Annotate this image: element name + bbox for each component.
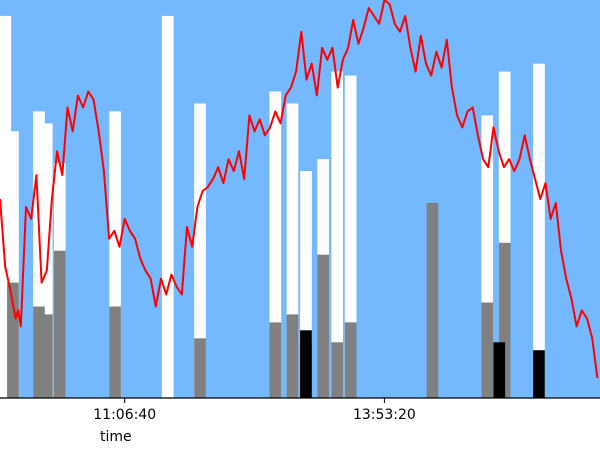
white-bar-12 bbox=[331, 71, 343, 398]
white-bar-13 bbox=[344, 75, 357, 398]
gray-bar-7 bbox=[286, 314, 299, 398]
gray-bar-3 bbox=[53, 250, 66, 398]
white-bar-0 bbox=[0, 15, 12, 399]
gray-bar-0 bbox=[7, 282, 19, 398]
gray-bar-5 bbox=[194, 338, 206, 398]
white-bar-15 bbox=[498, 71, 511, 398]
gray-bar-14 bbox=[498, 242, 511, 398]
white-bar-8 bbox=[269, 91, 282, 398]
line-series bbox=[0, 0, 599, 379]
black-bar-series bbox=[300, 330, 545, 398]
black-bar-2 bbox=[533, 350, 545, 398]
white-bar-5 bbox=[109, 111, 121, 399]
white-bar-10 bbox=[300, 171, 312, 398]
white-bar-6 bbox=[161, 15, 174, 399]
white-bar-16 bbox=[533, 63, 545, 398]
red-line bbox=[0, 0, 599, 379]
gray-bar-10 bbox=[331, 342, 343, 398]
white-bar-9 bbox=[286, 103, 299, 398]
gray-bar-1 bbox=[33, 306, 45, 398]
gray-bar-4 bbox=[109, 306, 121, 398]
white-bar-2 bbox=[33, 111, 45, 399]
gray-bar-series bbox=[7, 203, 511, 398]
gray-bar-6 bbox=[269, 322, 282, 398]
black-bar-1 bbox=[493, 342, 506, 398]
gray-bar-9 bbox=[317, 254, 329, 398]
gray-bar-2 bbox=[40, 314, 53, 398]
gray-bar-13 bbox=[481, 302, 494, 398]
x-tick-label-1: 13:53:20 bbox=[353, 407, 416, 423]
x-axis-label: time bbox=[100, 429, 132, 445]
gray-bar-12 bbox=[426, 203, 439, 398]
x-axis-ticks: 11:06:40 13:53:20 bbox=[93, 398, 416, 423]
white-bar-1 bbox=[7, 131, 19, 399]
x-tick-label-0: 11:06:40 bbox=[93, 407, 156, 423]
white-bar-14 bbox=[481, 115, 494, 399]
black-bar-0 bbox=[300, 330, 312, 398]
white-bar-7 bbox=[194, 103, 206, 398]
gray-bar-11 bbox=[344, 322, 357, 398]
